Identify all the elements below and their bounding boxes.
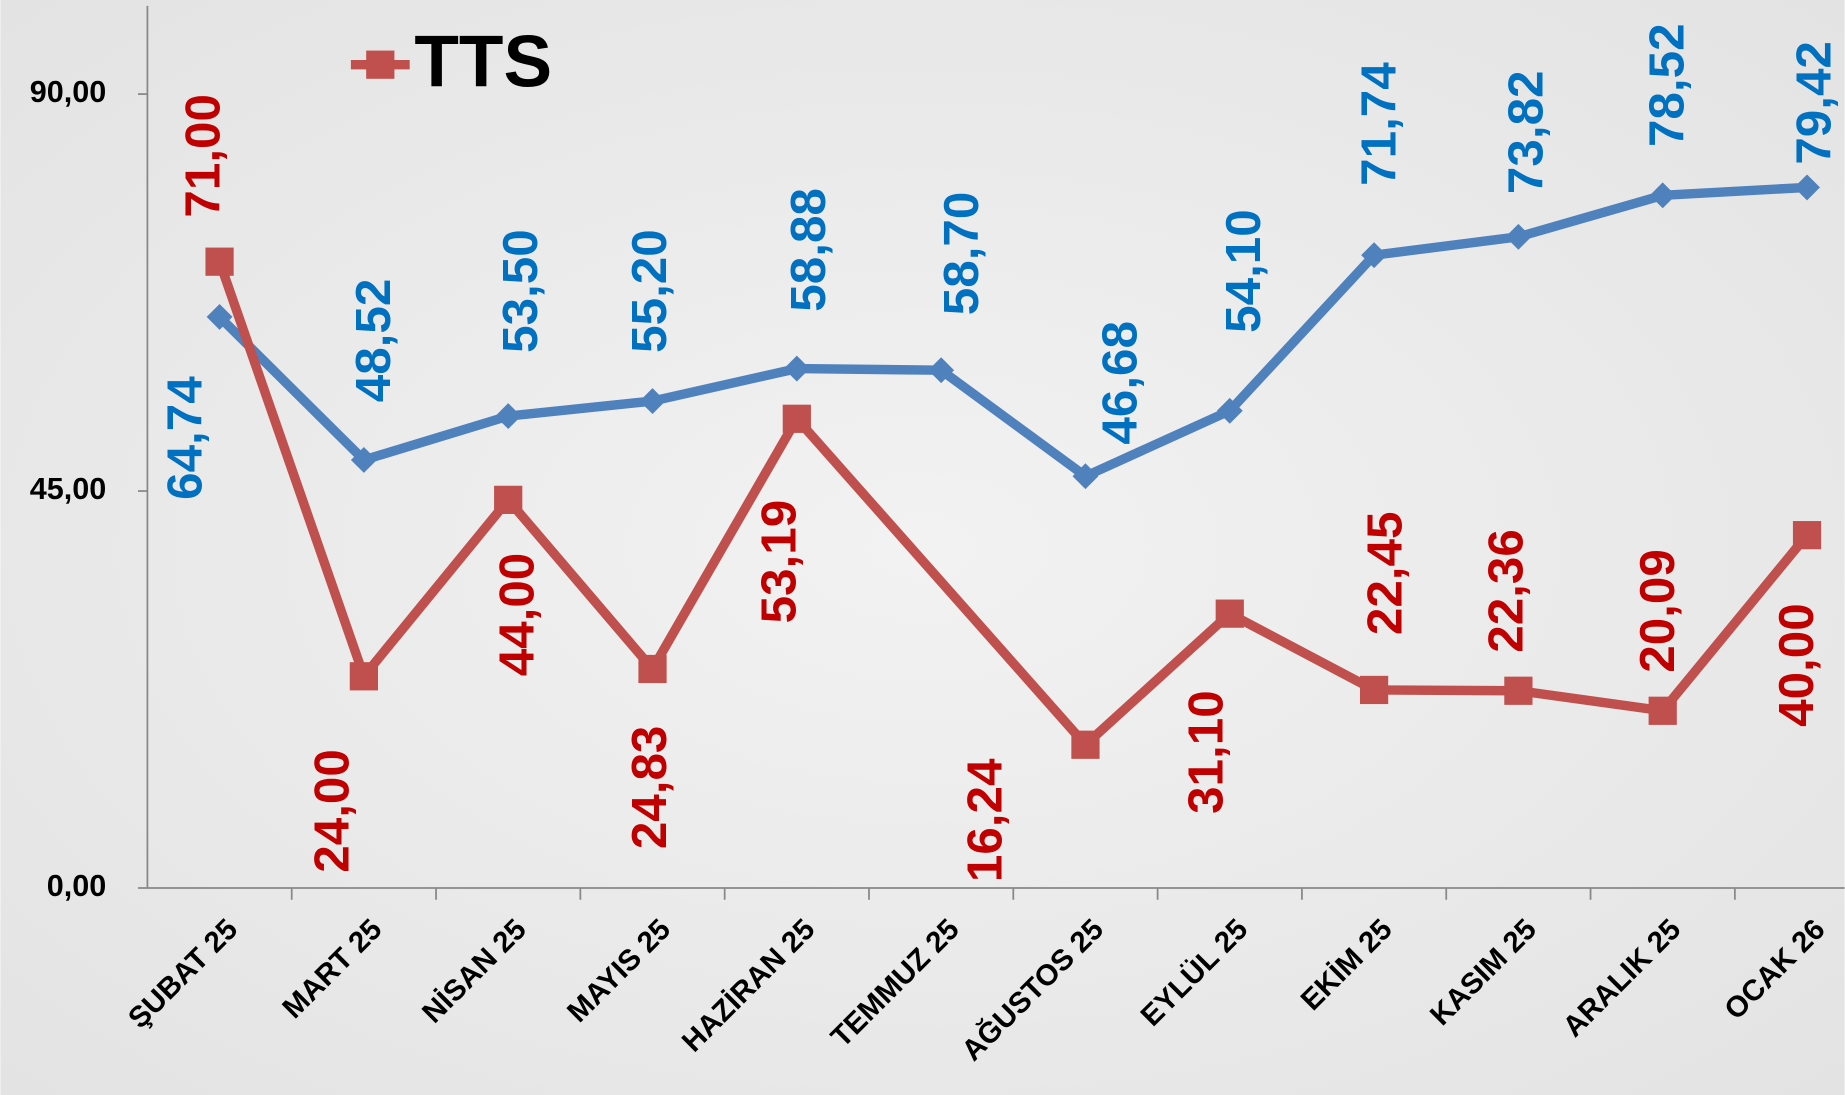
data-label: 71,00: [175, 94, 230, 218]
marker: [1216, 397, 1243, 424]
data-label: 79,42: [1787, 41, 1842, 165]
marker: [206, 303, 233, 330]
data-label: 48,52: [346, 279, 401, 403]
data-label: 31,10: [1179, 690, 1234, 814]
data-label: 78,52: [1640, 23, 1695, 147]
data-label: 24,00: [305, 749, 360, 873]
data-label: 73,82: [1498, 71, 1553, 195]
series-line: [216, 182, 1808, 481]
data-label: 54,10: [1216, 209, 1271, 333]
data-label: 44,00: [489, 553, 544, 677]
marker: [494, 485, 523, 514]
data-label: 22,45: [1357, 512, 1412, 636]
data-label: 40,00: [1769, 603, 1824, 727]
legend-label: TTS: [414, 21, 552, 102]
marker: [638, 654, 667, 684]
marker: [928, 357, 955, 384]
data-label: 71,74: [1351, 62, 1406, 186]
data-label: 53,50: [493, 229, 548, 353]
data-label: 53,19: [752, 500, 807, 624]
data-label: 20,09: [1630, 549, 1685, 673]
marker: [1505, 223, 1532, 250]
y-tick-label: 45,00: [30, 472, 107, 506]
data-label: 58,70: [934, 192, 989, 316]
data-label: 58,88: [781, 188, 836, 312]
data-label: 16,24: [957, 758, 1012, 882]
marker: [783, 355, 810, 382]
marker: [1215, 599, 1244, 628]
marker: [639, 388, 666, 415]
marker: [495, 403, 522, 430]
marker: [1648, 696, 1677, 725]
marker: [1072, 463, 1099, 490]
marker: [1071, 730, 1100, 759]
data-label: 22,36: [1478, 529, 1533, 653]
data-label: 46,68: [1093, 321, 1148, 445]
marker: [350, 447, 377, 473]
marker: [1504, 676, 1533, 705]
marker: [1794, 174, 1820, 201]
marker: [1359, 675, 1389, 705]
legend-marker: [366, 50, 395, 79]
data-label: 64,74: [158, 376, 213, 500]
marker: [782, 404, 811, 433]
data-label: 24,83: [622, 726, 677, 850]
y-tick-label: 0,00: [47, 869, 107, 903]
data-label: 55,20: [622, 229, 677, 353]
y-tick-label: 90,00: [30, 75, 107, 109]
marker: [1792, 521, 1822, 550]
marker: [349, 662, 378, 691]
marker: [1649, 182, 1676, 209]
marker: [205, 247, 234, 276]
